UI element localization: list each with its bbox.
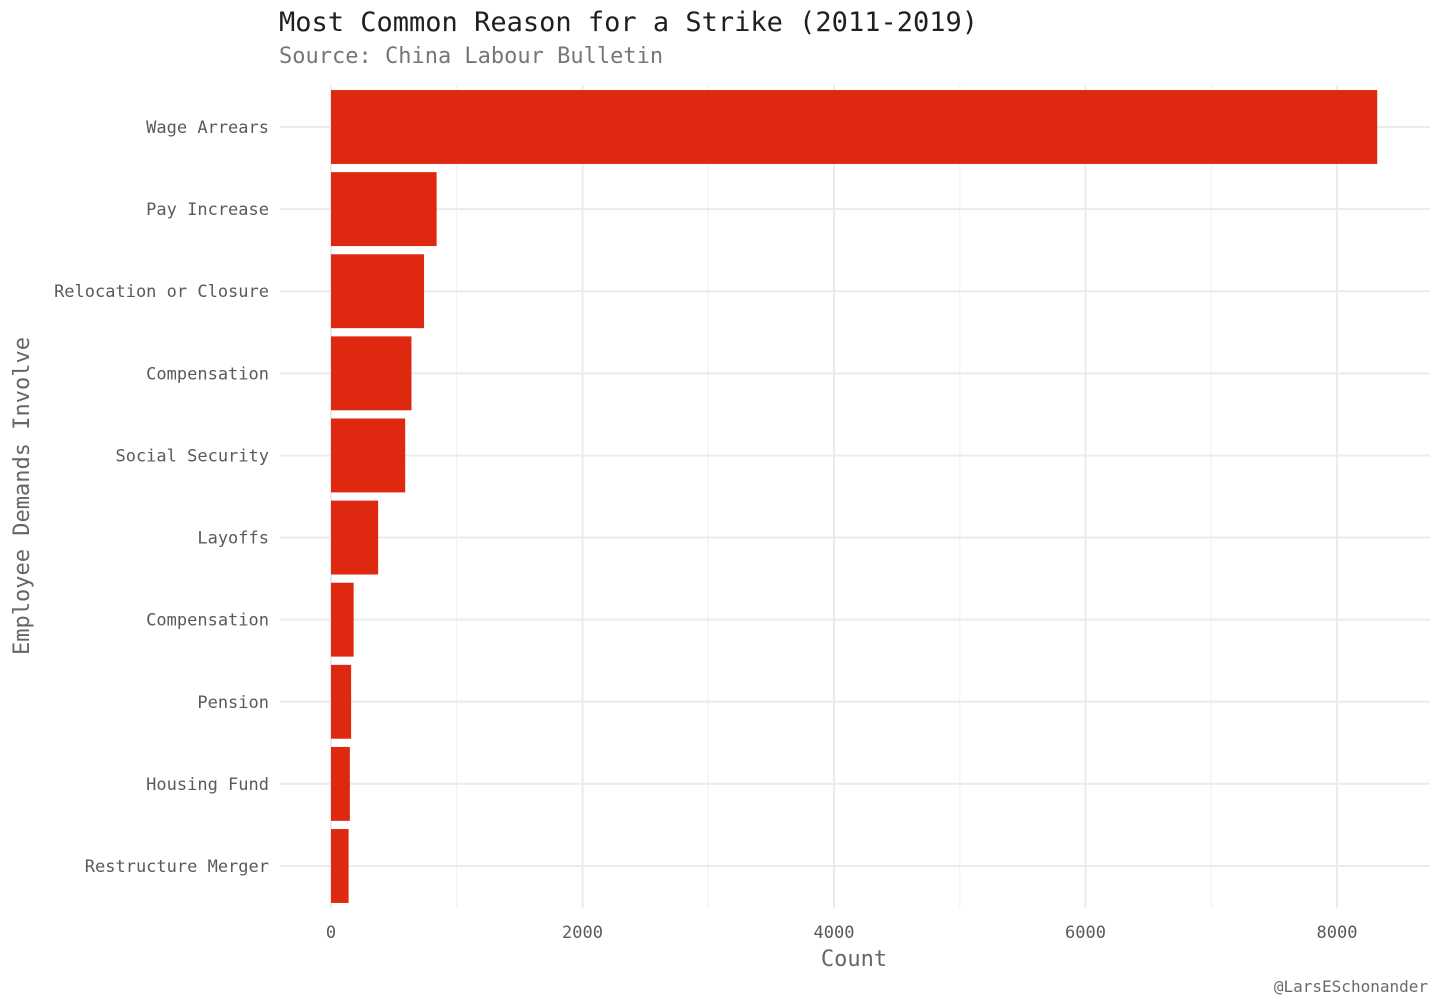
bar bbox=[331, 172, 437, 247]
y-tick-label: Compensation bbox=[146, 364, 269, 384]
y-tick-label: Pay Increase bbox=[146, 200, 269, 220]
bar bbox=[331, 418, 406, 493]
bars bbox=[331, 90, 1378, 903]
chart-caption: @LarsESchonander bbox=[1274, 977, 1428, 996]
x-tick-label: 8000 bbox=[1317, 923, 1358, 943]
chart-title: Most Common Reason for a Strike (2011-20… bbox=[279, 7, 978, 38]
bar bbox=[331, 582, 354, 657]
bar bbox=[331, 90, 1378, 164]
chart-subtitle: Source: China Labour Bulletin bbox=[279, 44, 663, 69]
x-tick-label: 4000 bbox=[814, 923, 855, 943]
bar bbox=[331, 664, 352, 739]
bar bbox=[331, 746, 350, 821]
y-tick-label: Social Security bbox=[115, 446, 269, 466]
y-tick-label: Housing Fund bbox=[146, 775, 269, 795]
grid-lines bbox=[280, 85, 1430, 908]
x-tick-label: 2000 bbox=[562, 923, 603, 943]
y-tick-labels: Wage Arrears Pay Increase Relocation or Cl… bbox=[54, 118, 269, 877]
x-tick-label: 6000 bbox=[1065, 923, 1106, 943]
y-tick-label: Layoffs bbox=[197, 529, 269, 549]
bar bbox=[331, 829, 349, 903]
bar bbox=[331, 500, 379, 575]
bar bbox=[331, 336, 412, 411]
x-axis-label: Count bbox=[821, 947, 887, 972]
x-tick-labels: 0 2000 4000 6000 8000 bbox=[326, 923, 1358, 943]
y-tick-label: Compensation bbox=[146, 611, 269, 631]
y-tick-label: Wage Arrears bbox=[146, 118, 269, 138]
x-tick-label: 0 bbox=[326, 923, 336, 943]
y-tick-label: Relocation or Closure bbox=[54, 282, 269, 302]
y-tick-label: Pension bbox=[197, 693, 269, 713]
bar bbox=[331, 254, 425, 329]
y-tick-label: Restructure Merger bbox=[85, 857, 269, 877]
y-axis-label: Employee Demands Involve bbox=[10, 337, 35, 655]
